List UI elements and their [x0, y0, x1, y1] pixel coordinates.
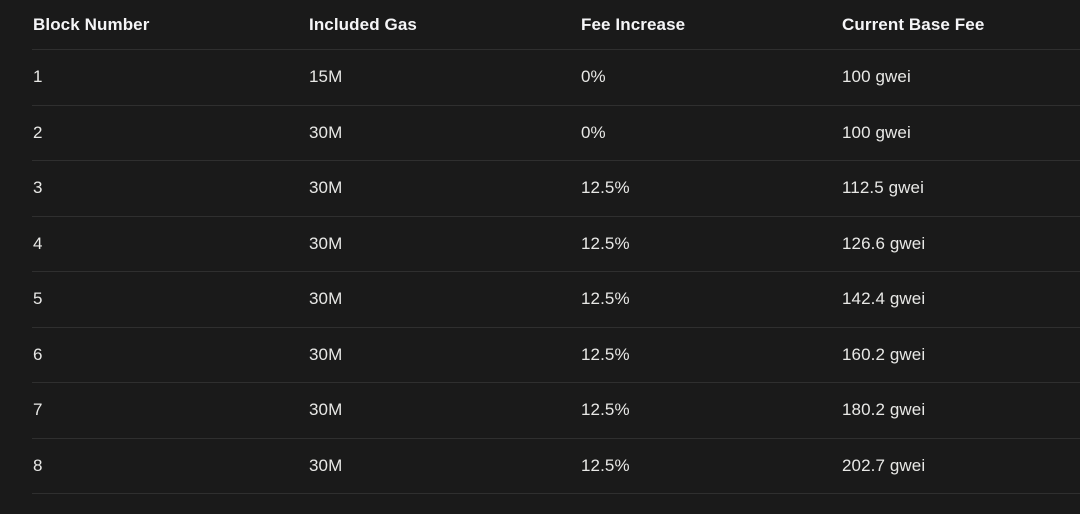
- cell-included-gas: 30M: [309, 289, 343, 309]
- cell-fee-increase: 0%: [581, 67, 606, 87]
- cell-current-base-fee: 180.2 gwei: [842, 400, 926, 420]
- cell-included-gas: 30M: [309, 344, 343, 364]
- cell-included-gas: 30M: [309, 455, 343, 475]
- column-header-included-gas: Included Gas: [309, 14, 417, 34]
- cell-included-gas: 30M: [309, 178, 343, 198]
- table-row: 1 15M 0% 100 gwei: [32, 50, 1080, 106]
- table-row: 8 30M 12.5% 202.7 gwei: [32, 439, 1080, 494]
- cell-current-base-fee: 112.5 gwei: [842, 178, 924, 198]
- table-row: 5 30M 12.5% 142.4 gwei: [32, 272, 1080, 328]
- cell-block-number: 6: [33, 344, 43, 364]
- table-row: 3 30M 12.5% 112.5 gwei: [32, 161, 1080, 217]
- cell-fee-increase: 12.5%: [581, 400, 630, 420]
- cell-fee-increase: 0%: [581, 122, 606, 142]
- cell-fee-increase: 12.5%: [581, 178, 630, 198]
- table-header-row: Block Number Included Gas Fee Increase C…: [32, 0, 1080, 50]
- cell-included-gas: 30M: [309, 233, 343, 253]
- table-body: 1 15M 0% 100 gwei 2 30M 0% 100 gwei 3 30M 12.5% 112…: [32, 50, 1080, 494]
- table-row: 4 30M 12.5% 126.6 gwei: [32, 217, 1080, 272]
- column-header-fee-increase: Fee Increase: [581, 14, 686, 34]
- cell-block-number: 3: [33, 178, 43, 198]
- cell-block-number: 5: [33, 289, 43, 309]
- cell-current-base-fee: 100 gwei: [842, 67, 911, 87]
- cell-block-number: 8: [33, 455, 43, 475]
- cell-fee-increase: 12.5%: [581, 289, 630, 309]
- cell-current-base-fee: 126.6 gwei: [842, 233, 926, 253]
- table-row: 6 30M 12.5% 160.2 gwei: [32, 328, 1080, 383]
- cell-included-gas: 30M: [309, 400, 343, 420]
- cell-current-base-fee: 142.4 gwei: [842, 289, 926, 309]
- cell-included-gas: 15M: [309, 67, 343, 87]
- cell-current-base-fee: 100 gwei: [842, 122, 911, 142]
- table-row: 2 30M 0% 100 gwei: [32, 106, 1080, 161]
- cell-current-base-fee: 202.7 gwei: [842, 455, 926, 475]
- cell-fee-increase: 12.5%: [581, 233, 630, 253]
- cell-current-base-fee: 160.2 gwei: [842, 344, 926, 364]
- table-row: 7 30M 12.5% 180.2 gwei: [32, 383, 1080, 439]
- column-header-current-base-fee: Current Base Fee: [842, 14, 985, 34]
- base-fee-table: Block Number Included Gas Fee Increase C…: [32, 0, 1080, 494]
- cell-block-number: 2: [33, 122, 43, 142]
- column-header-block-number: Block Number: [33, 14, 150, 34]
- cell-block-number: 7: [33, 400, 43, 420]
- cell-fee-increase: 12.5%: [581, 344, 630, 364]
- cell-block-number: 4: [33, 233, 43, 253]
- cell-included-gas: 30M: [309, 122, 343, 142]
- cell-block-number: 1: [33, 67, 43, 87]
- cell-fee-increase: 12.5%: [581, 455, 630, 475]
